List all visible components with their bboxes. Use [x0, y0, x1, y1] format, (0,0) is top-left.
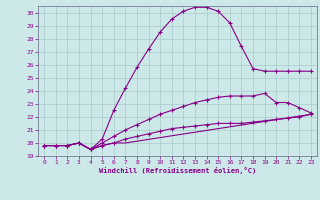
X-axis label: Windchill (Refroidissement éolien,°C): Windchill (Refroidissement éolien,°C): [99, 167, 256, 174]
